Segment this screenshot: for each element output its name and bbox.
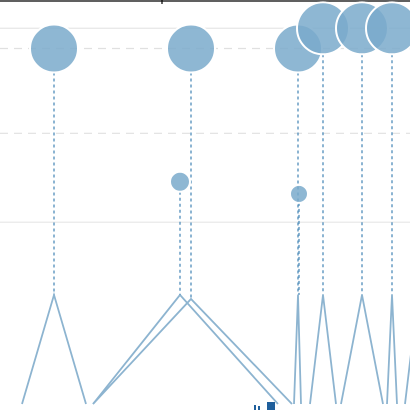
peak-triangle: [386, 294, 398, 405]
bubble-point: [365, 1, 410, 56]
stems: [53, 54, 393, 299]
marker-tick: [258, 406, 260, 410]
bottom-markers: [254, 402, 275, 410]
peak-triangle: [340, 294, 384, 405]
peak-triangle: [92, 293, 279, 405]
top-frame: [0, 0, 410, 4]
peak-triangle: [92, 297, 293, 405]
bubble-point: [289, 183, 309, 204]
peak-triangles: [21, 291, 410, 405]
peak-triangle: [309, 294, 337, 405]
peak-triangle: [21, 291, 87, 405]
peak-triangle: [404, 354, 410, 405]
peak-triangle: [293, 294, 302, 405]
marker-square: [267, 402, 275, 410]
bubble-point: [166, 23, 216, 74]
bubbles: [29, 1, 410, 204]
bubble-point: [29, 23, 79, 74]
bubble-point: [169, 170, 191, 193]
marker-tick: [254, 405, 256, 410]
